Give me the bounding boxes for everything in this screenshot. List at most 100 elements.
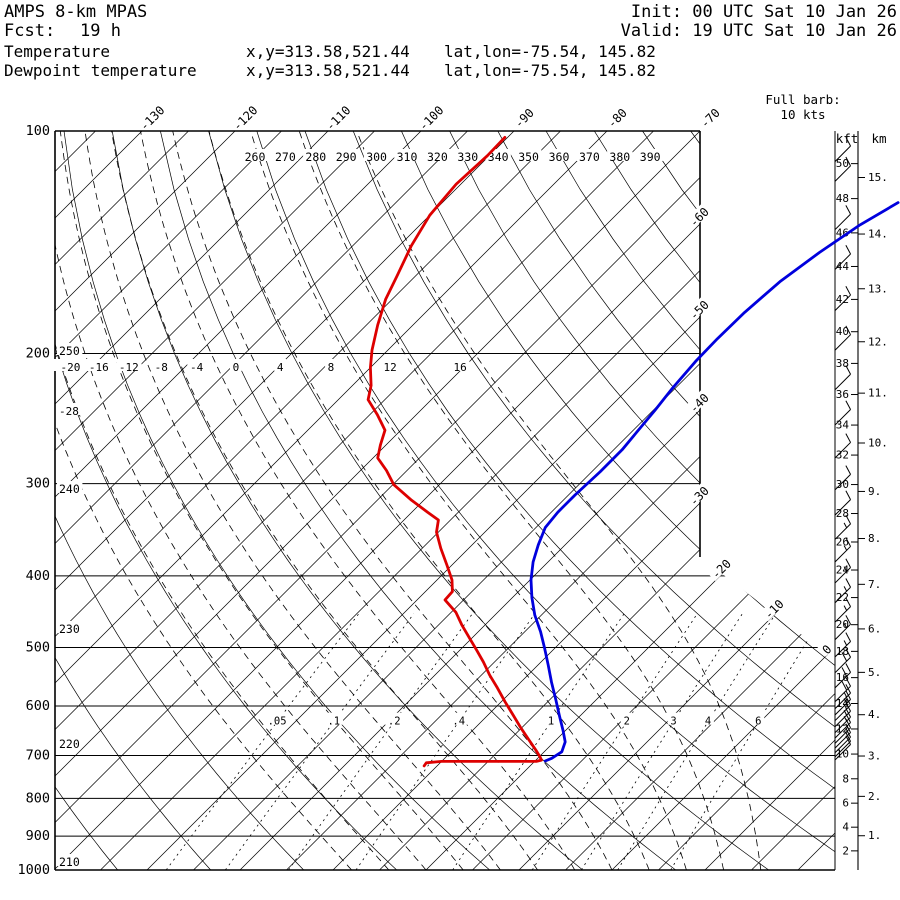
svg-text:6: 6 <box>755 716 761 728</box>
svg-text:-28: -28 <box>59 405 79 418</box>
mixing-ratio-label: 3 <box>667 712 680 728</box>
svg-text:300: 300 <box>366 150 387 164</box>
svg-text:350: 350 <box>518 150 539 164</box>
temperature-legend-xy: x,y=313.58,521.44 <box>246 42 410 61</box>
svg-text:100: 100 <box>26 123 50 139</box>
moist-adiabat-label: -8 <box>151 359 171 374</box>
moist-adiabat-label: 4 <box>274 359 287 374</box>
svg-text:34: 34 <box>836 419 850 432</box>
kft-tick-label: 6 <box>842 797 849 810</box>
svg-text:30: 30 <box>836 478 849 491</box>
isotherm-top-label: -90 <box>512 106 537 131</box>
svg-text:220: 220 <box>59 737 80 751</box>
pressure-label: 800 <box>26 790 50 806</box>
svg-text:-130: -130 <box>137 103 167 133</box>
kft-tick-label: 4 <box>842 821 849 834</box>
isotherm-top-label: -80 <box>605 106 630 131</box>
kft-tick-label: 20 <box>836 618 849 631</box>
dry-adiabat-top-label: 280 <box>303 149 329 164</box>
svg-text:48: 48 <box>836 192 849 205</box>
mixing-ratio-label: .05 <box>264 712 290 728</box>
isotherm-right-label: -30 <box>684 481 712 509</box>
svg-text:210: 210 <box>59 855 80 869</box>
dry-adiabat-top-label: 290 <box>333 149 359 164</box>
svg-text:.4: .4 <box>452 716 465 728</box>
kft-tick-label: 50 <box>836 157 849 170</box>
temperature-legend-latlon: lat,lon=-75.54, 145.82 <box>444 42 656 61</box>
temperature-curve <box>529 201 900 763</box>
svg-text:-100: -100 <box>416 103 446 133</box>
svg-text:2: 2 <box>842 844 849 857</box>
mixing-ratio-label: .2 <box>384 712 404 728</box>
svg-text:13.: 13. <box>868 282 888 295</box>
svg-text:40: 40 <box>836 325 849 338</box>
wind-barbs <box>834 131 851 870</box>
mixing-ratio-label: .4 <box>449 712 469 728</box>
pressure-label: 100 <box>26 123 50 139</box>
km-tick-label: 5. <box>868 666 881 679</box>
svg-text:.05: .05 <box>268 716 287 728</box>
dry-adiabat-top-label: 300 <box>363 149 390 164</box>
svg-text:.1: .1 <box>327 716 340 728</box>
svg-text:2.: 2. <box>868 790 881 803</box>
moist-adiabat-label: 0 <box>229 359 242 374</box>
svg-text:4.: 4. <box>868 708 881 721</box>
dry-adiabat-top-label: 310 <box>394 149 420 164</box>
svg-text:-120: -120 <box>230 103 260 133</box>
isotherm-top-label: -120 <box>230 103 260 133</box>
kft-tick-label: 42 <box>836 293 849 306</box>
svg-text:.2: .2 <box>388 716 401 728</box>
fcst-value: 19 h <box>80 21 121 41</box>
dry-adiabat-left-label: 230 <box>57 621 83 636</box>
svg-text:-16: -16 <box>89 361 109 374</box>
kft-tick-label: 30 <box>836 478 849 491</box>
height-axis-km: 1. 2. 3. 4. 5. 6. 7. 8. 9. 10. 11. 12. 13. 14. 15. <box>858 171 888 842</box>
svg-text:290: 290 <box>336 150 357 164</box>
mixing-ratio-label: .1 <box>324 712 344 728</box>
kft-tick-label: 32 <box>836 449 849 462</box>
svg-text:16: 16 <box>453 361 466 374</box>
svg-text:36: 36 <box>836 388 849 401</box>
temperature-legend-label: Temperature <box>4 42 110 61</box>
barb-legend-line2: 10 kts <box>780 107 825 122</box>
svg-text:9.: 9. <box>868 485 881 498</box>
km-axis-header: km <box>871 131 886 146</box>
svg-text:1: 1 <box>548 716 554 728</box>
kft-tick-label: 44 <box>836 260 850 273</box>
dry-adiabat-left-label: 220 <box>57 736 83 751</box>
chart-border <box>54 130 835 871</box>
dry-adiabat-top-label: 340 <box>485 149 511 164</box>
isotherm-top-label: -100 <box>416 103 446 133</box>
header: AMPS 8-km MPAS Fcst: 19 h Init: 00 UTC S… <box>4 2 897 80</box>
svg-text:6: 6 <box>842 797 849 810</box>
svg-text:360: 360 <box>549 150 570 164</box>
sounding-profiles <box>366 135 900 768</box>
svg-text:270: 270 <box>275 150 296 164</box>
svg-text:230: 230 <box>59 622 80 636</box>
svg-text:8: 8 <box>842 772 849 785</box>
svg-text:38: 38 <box>836 357 849 370</box>
svg-text:18: 18 <box>836 645 849 658</box>
svg-text:340: 340 <box>488 150 509 164</box>
km-tick-label: 9. <box>868 485 881 498</box>
svg-text:500: 500 <box>26 640 50 656</box>
dry-adiabat-left-label: 210 <box>57 854 83 869</box>
svg-text:8: 8 <box>328 361 335 374</box>
km-tick-label: 8. <box>868 532 881 545</box>
svg-text:700: 700 <box>26 748 50 764</box>
kft-tick-label: 38 <box>836 357 849 370</box>
svg-text:-12: -12 <box>119 361 139 374</box>
svg-text:800: 800 <box>26 790 50 806</box>
svg-text:-4: -4 <box>190 361 204 374</box>
dry-adiabat-top-label: 330 <box>455 149 481 164</box>
svg-text:390: 390 <box>640 150 661 164</box>
svg-text:6.: 6. <box>868 622 881 635</box>
svg-text:400: 400 <box>26 568 50 584</box>
svg-text:32: 32 <box>836 449 849 462</box>
kft-tick-label: 2 <box>842 844 849 857</box>
svg-text:8.: 8. <box>868 532 881 545</box>
moist-adiabat-label: -4 <box>187 359 206 374</box>
